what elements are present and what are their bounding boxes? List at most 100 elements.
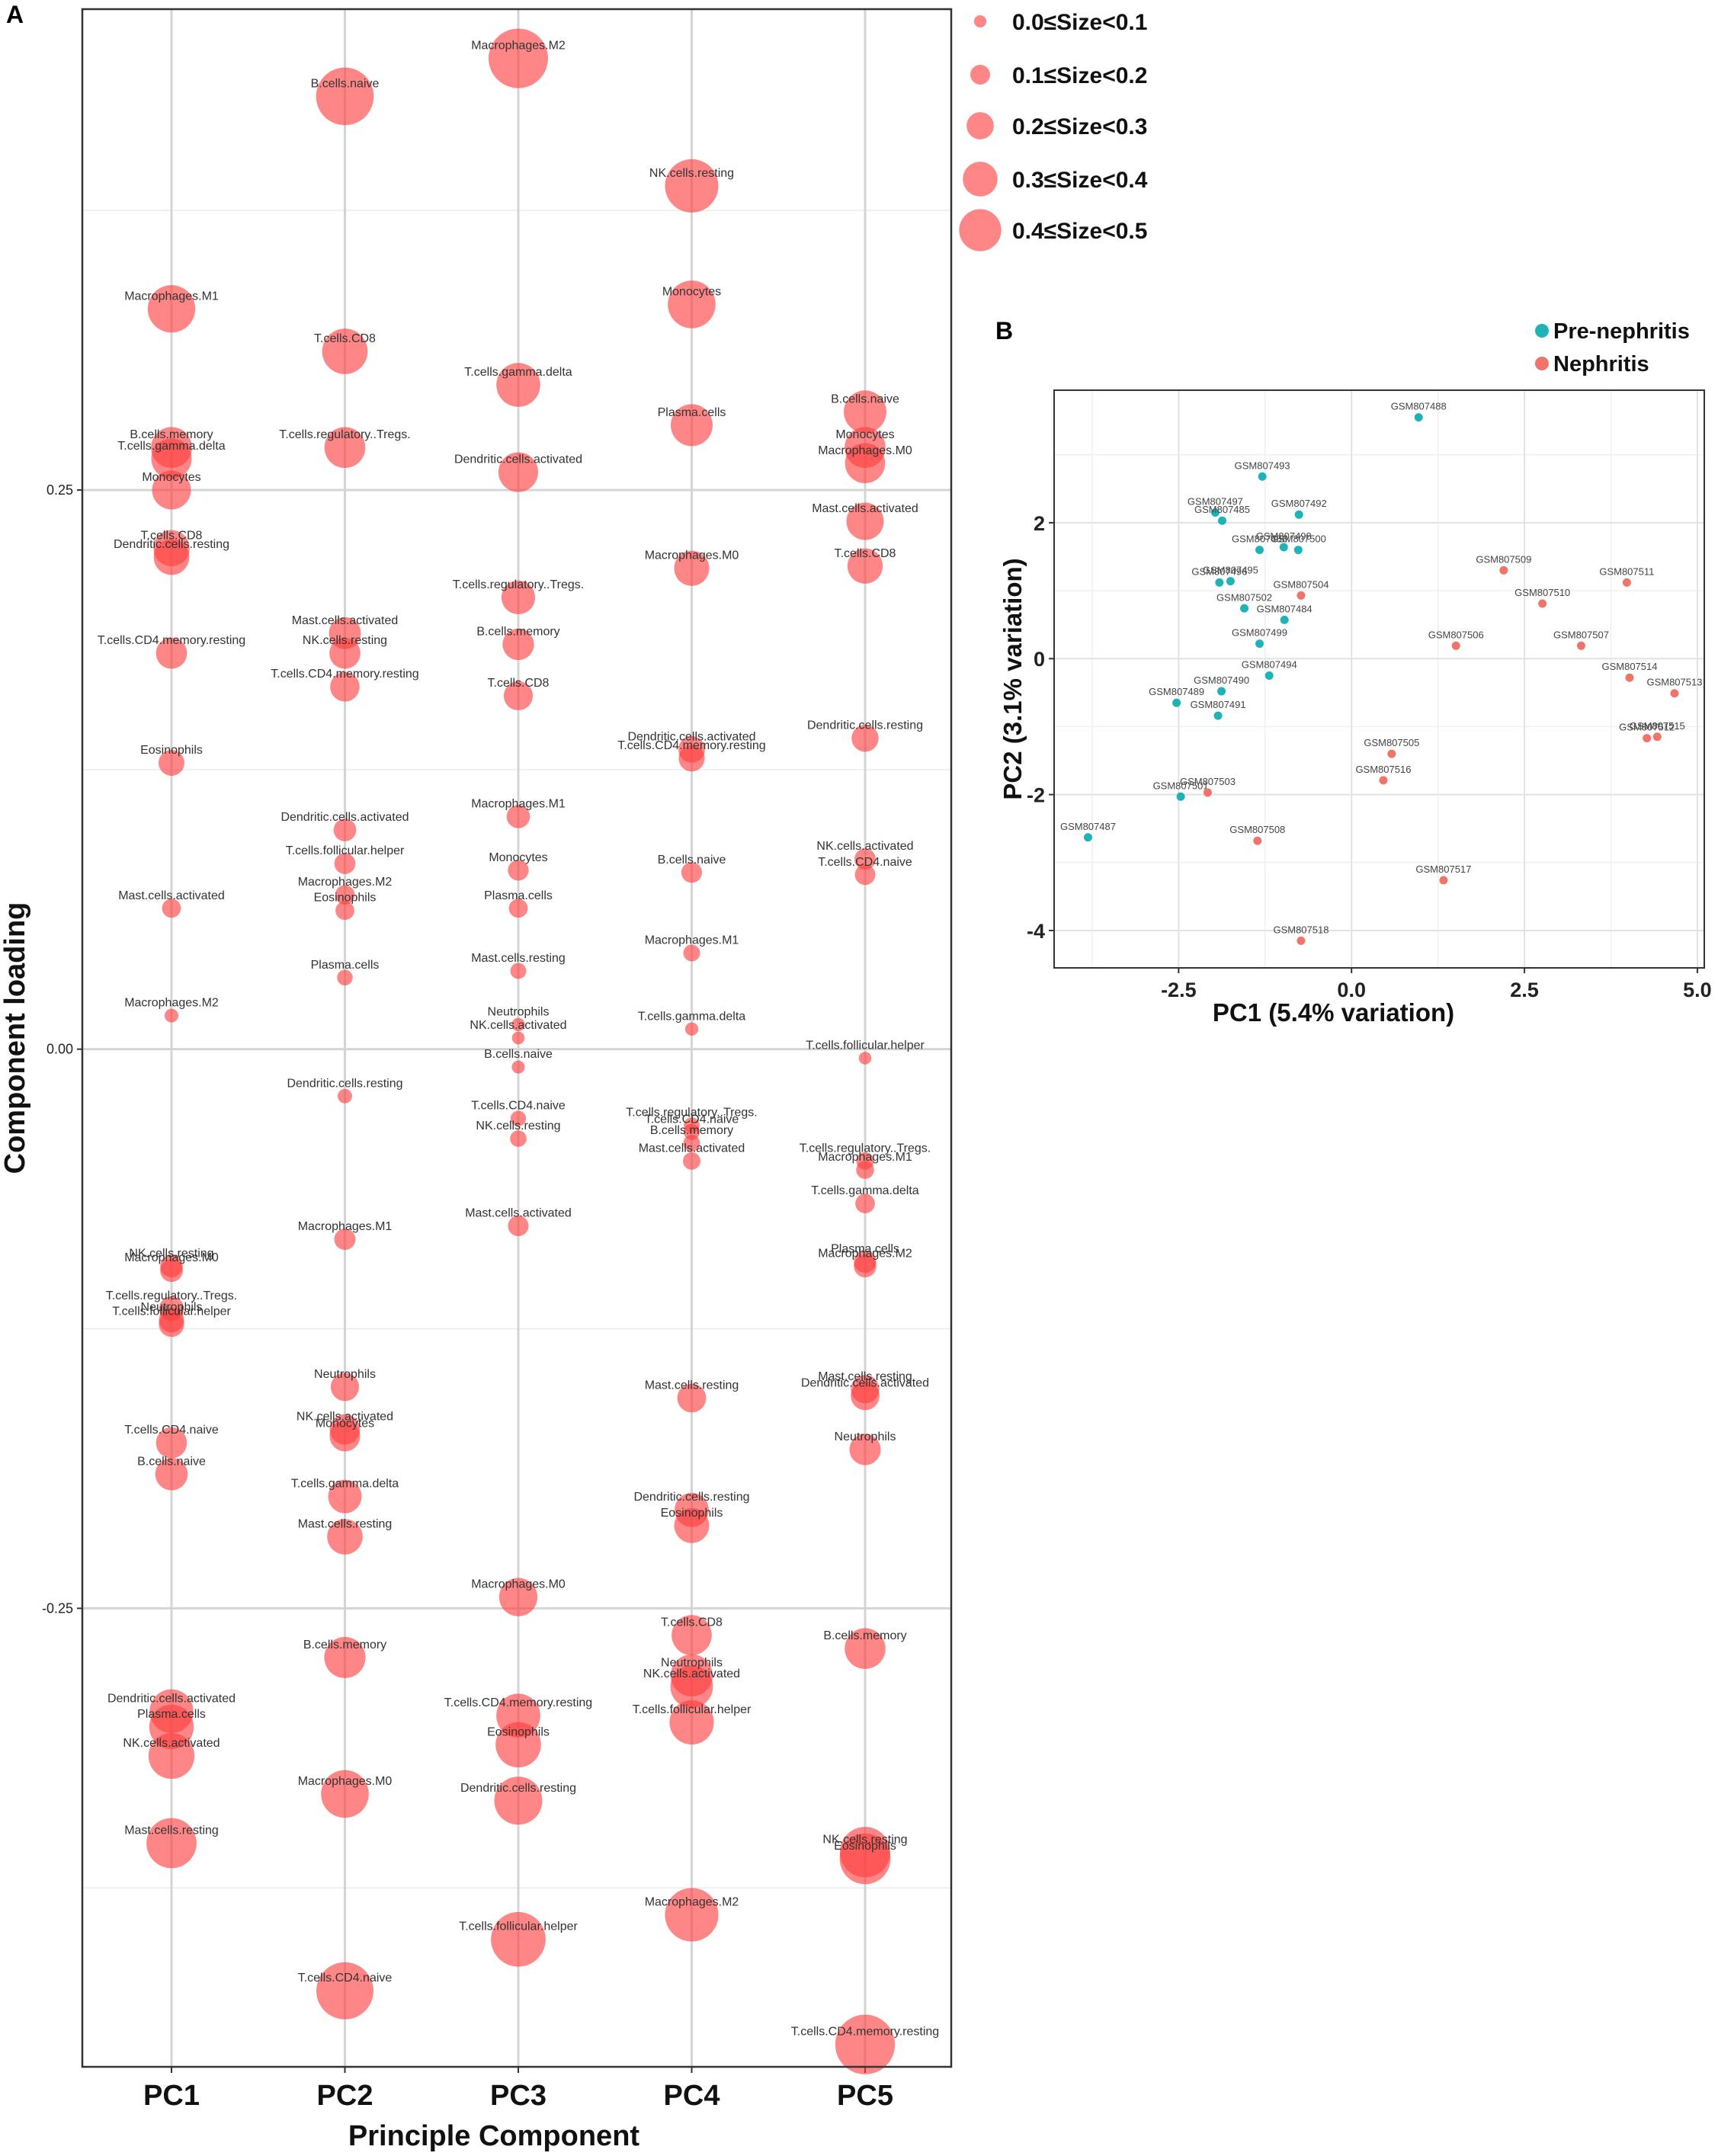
loading-label-pc2-mast-cells-resting: Mast.cells.resting [298,1517,393,1530]
loading-label-pc5-b-cells-naive: B.cells.naive [831,392,899,405]
legend-size-marker-4 [963,162,998,197]
panel-a-legend: 0.0≤Size<0.1 0.1≤Size<0.2 0.2≤Size<0.3 0.3≤… [959,10,1148,251]
pca-point-gsm807488 [1414,413,1423,422]
loading-label-pc5-plasma-cells: Plasma.cells [831,1242,899,1255]
loading-label-pc2-dendritic-cells-activated: Dendritic.cells.activated [280,811,409,824]
loading-label-pc5-eosinophils: Eosinophils [834,1840,896,1853]
pca-point-gsm807501 [1176,792,1185,801]
loading-point-pc3-macrophages-m1 [506,805,530,828]
loading-point-pc5-mast-cells-activated [846,502,884,540]
panel-a-xtick-pc1: PC1 [143,2080,200,2112]
loading-label-pc1-mast-cells-resting: Mast.cells.resting [124,1824,219,1837]
loading-point-pc3-t-cells-gamma-delta [496,363,540,407]
loading-point-pc3-dendritic-cells-resting [494,1776,543,1825]
loading-point-pc3-t-cells-cd8 [503,681,534,711]
pca-label-gsm807510: GSM807510 [1514,587,1570,598]
loading-label-pc4-macrophages-m2: Macrophages.M2 [645,1895,739,1908]
loading-label-pc3-plasma-cells: Plasma.cells [484,889,553,902]
loading-point-pc5-nk-cells-activated [854,848,876,870]
pca-point-gsm807511 [1622,578,1631,587]
loading-label-pc4-eosinophils: Eosinophils [661,1507,723,1520]
loading-label-pc2-plasma-cells: Plasma.cells [311,959,380,972]
panel-b-xtick-label: 0.0 [1337,979,1366,1001]
legend-size-label-3: 0.2≤Size<0.3 [1012,114,1147,139]
loading-label-pc2-t-cells-cd4-memory-resting: T.cells.CD4.memory.resting [271,668,418,681]
pca-label-gsm807500: GSM807500 [1271,533,1326,545]
panel-b-legend: Pre-nephritis Nephritis [1535,319,1690,376]
loading-point-pc4-nk-cells-resting [665,159,719,213]
loading-point-pc2-eosinophils [335,901,354,921]
pca-label-gsm807489: GSM807489 [1149,686,1204,697]
loading-point-pc1-monocytes [152,470,191,510]
loading-label-pc2-t-cells-gamma-delta: T.cells.gamma.delta [291,1478,399,1491]
loading-point-pc2-t-cells-follicular-helper [334,853,356,874]
pca-point-gsm807506 [1451,641,1460,650]
loading-label-pc2-nk-cells-activated: NK.cells.activated [296,1411,393,1424]
panel-b-ytick-label: 0 [1034,648,1045,671]
pca-label-gsm807507: GSM807507 [1553,629,1609,640]
panel-b-xlabel: PC1 (5.4% variation) [1213,998,1454,1027]
loading-point-pc3-t-cells-regulatory-tregs [501,580,536,614]
pca-point-gsm807502 [1240,604,1249,613]
loading-point-pc2-plasma-cells [337,969,353,986]
loading-point-pc4-mast-cells-activated [683,1152,700,1170]
loading-label-pc4-nk-cells-resting: NK.cells.resting [649,167,734,180]
pca-point-gsm807499 [1255,639,1264,649]
loading-label-pc4-monocytes: Monocytes [662,285,721,298]
loading-point-pc2-neutrophils [330,1373,360,1402]
panel-a-ytick-label: -0.25 [42,1600,73,1616]
pca-label-gsm807513: GSM807513 [1646,677,1702,688]
panel-b-ytick-label: 2 [1034,512,1045,535]
loading-point-pc1-mast-cells-activated [162,899,181,918]
loading-point-pc2-macrophages-m0 [321,1770,369,1818]
loading-label-pc5-t-cells-cd4-memory-resting: T.cells.CD4.memory.resting [791,2026,939,2039]
pca-point-gsm807503 [1203,788,1212,797]
legend-group-label-nephritis: Nephritis [1553,352,1649,376]
loading-point-pc5-macrophages-m1 [856,1161,874,1179]
pca-label-gsm807501: GSM807501 [1153,780,1209,791]
pca-label-gsm807497: GSM807497 [1188,496,1243,508]
pca-label-gsm807516: GSM807516 [1355,764,1411,775]
loading-label-pc1-macrophages-m0: Macrophages.M0 [124,1251,219,1264]
loading-label-pc1-t-cells-cd8: T.cells.CD8 [141,529,203,542]
panel-a-ytick-label: 0.25 [46,482,73,498]
loading-label-pc4-macrophages-m1: Macrophages.M1 [645,934,739,947]
loading-point-pc1-nk-cells-activated [148,1732,195,1780]
loading-label-pc1-dendritic-cells-activated: Dendritic.cells.activated [107,1692,236,1705]
loading-label-pc3-monocytes: Monocytes [489,851,547,864]
loading-label-pc4-t-cells-cd4-memory-resting: T.cells.CD4.memory.resting [617,739,765,752]
loading-label-pc3-nk-cells-resting: NK.cells.resting [476,1120,560,1132]
pca-point-gsm807512 [1643,734,1652,743]
pca-label-gsm807505: GSM807505 [1364,737,1419,748]
loading-point-pc5-t-cells-cd4-memory-resting [835,2014,896,2074]
pca-point-gsm807485 [1218,516,1227,525]
loading-point-pc1-t-cells-follicular-helper [159,1312,184,1337]
loading-label-pc4-t-cells-follicular-helper: T.cells.follicular.helper [633,1703,752,1716]
loading-point-pc4-eosinophils [674,1507,710,1543]
loading-point-pc4-nk-cells-activated [670,1665,713,1709]
loading-label-pc1-t-cells-gamma-delta: T.cells.gamma.delta [117,440,225,453]
loading-point-pc4-macrophages-m1 [683,944,700,962]
loading-point-pc3-mast-cells-resting [510,963,527,979]
loading-point-pc2-mast-cells-resting [327,1519,363,1555]
loading-point-pc5-dendritic-cells-activated [851,1381,880,1411]
loading-label-pc1-b-cells-memory: B.cells.memory [130,428,213,441]
loading-label-pc3-mast-cells-activated: Mast.cells.activated [465,1207,572,1220]
loading-point-pc2-monocytes [329,1421,361,1452]
loading-point-pc3-macrophages-m2 [488,28,549,88]
loading-label-pc3-t-cells-regulatory-tregs: T.cells.regulatory..Tregs. [453,578,585,591]
loading-label-pc2-t-cells-cd8: T.cells.CD8 [314,332,376,345]
pca-point-gsm807507 [1576,641,1585,650]
pca-point-gsm807514 [1625,673,1634,682]
loading-point-pc2-b-cells-naive [316,67,374,126]
loading-label-pc1-t-cells-cd4-naive: T.cells.CD4.naive [124,1424,219,1437]
loading-point-pc5-t-cells-cd4-naive [854,864,876,886]
pca-point-gsm807486 [1255,546,1264,555]
loading-point-pc1-t-cells-gamma-delta [151,438,192,479]
loading-point-pc3-macrophages-m0 [498,1578,538,1616]
loading-label-pc2-b-cells-naive: B.cells.naive [311,77,380,90]
loading-point-pc4-macrophages-m0 [674,550,710,586]
loading-label-pc4-t-cells-cd8: T.cells.CD8 [661,1616,723,1629]
pca-point-gsm807492 [1294,510,1303,519]
panel-a-frame [81,8,953,2068]
